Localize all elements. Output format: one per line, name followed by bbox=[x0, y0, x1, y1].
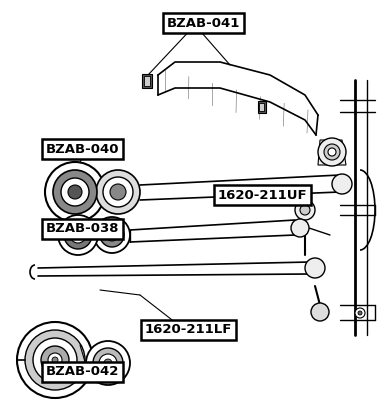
Bar bbox=[142, 74, 152, 88]
Text: BZAB-041: BZAB-041 bbox=[167, 17, 241, 29]
Text: 1620-211UF: 1620-211UF bbox=[218, 189, 307, 202]
Bar bbox=[260, 103, 265, 111]
Circle shape bbox=[33, 338, 77, 382]
Circle shape bbox=[96, 170, 140, 214]
Circle shape bbox=[25, 330, 85, 390]
Circle shape bbox=[358, 311, 362, 315]
Circle shape bbox=[104, 359, 112, 367]
Circle shape bbox=[311, 303, 329, 321]
Bar bbox=[144, 76, 150, 86]
Bar bbox=[258, 101, 266, 113]
Circle shape bbox=[324, 144, 340, 160]
Circle shape bbox=[86, 341, 130, 385]
Circle shape bbox=[305, 258, 325, 278]
Text: BZAB-042: BZAB-042 bbox=[45, 365, 119, 378]
Circle shape bbox=[300, 205, 310, 215]
Circle shape bbox=[52, 357, 58, 363]
Circle shape bbox=[318, 138, 346, 166]
Circle shape bbox=[45, 162, 105, 222]
Circle shape bbox=[68, 185, 82, 199]
Circle shape bbox=[106, 229, 118, 241]
Circle shape bbox=[94, 217, 130, 253]
Circle shape bbox=[64, 221, 92, 249]
Circle shape bbox=[48, 353, 62, 367]
Circle shape bbox=[93, 348, 123, 378]
Circle shape bbox=[103, 177, 133, 207]
Circle shape bbox=[332, 174, 352, 194]
Circle shape bbox=[328, 148, 336, 156]
Circle shape bbox=[41, 346, 69, 374]
Circle shape bbox=[99, 354, 117, 372]
Circle shape bbox=[110, 184, 126, 200]
Text: BZAB-038: BZAB-038 bbox=[45, 223, 119, 235]
Circle shape bbox=[100, 223, 124, 247]
Text: 1620-211LF: 1620-211LF bbox=[145, 323, 232, 336]
Circle shape bbox=[295, 200, 315, 220]
Circle shape bbox=[61, 178, 89, 206]
Circle shape bbox=[53, 170, 97, 214]
Circle shape bbox=[291, 219, 309, 237]
Polygon shape bbox=[318, 140, 346, 165]
Circle shape bbox=[17, 322, 93, 398]
Circle shape bbox=[355, 308, 365, 318]
Circle shape bbox=[75, 232, 81, 238]
Text: BZAB-040: BZAB-040 bbox=[45, 143, 119, 155]
Circle shape bbox=[70, 227, 86, 243]
Circle shape bbox=[58, 215, 98, 255]
